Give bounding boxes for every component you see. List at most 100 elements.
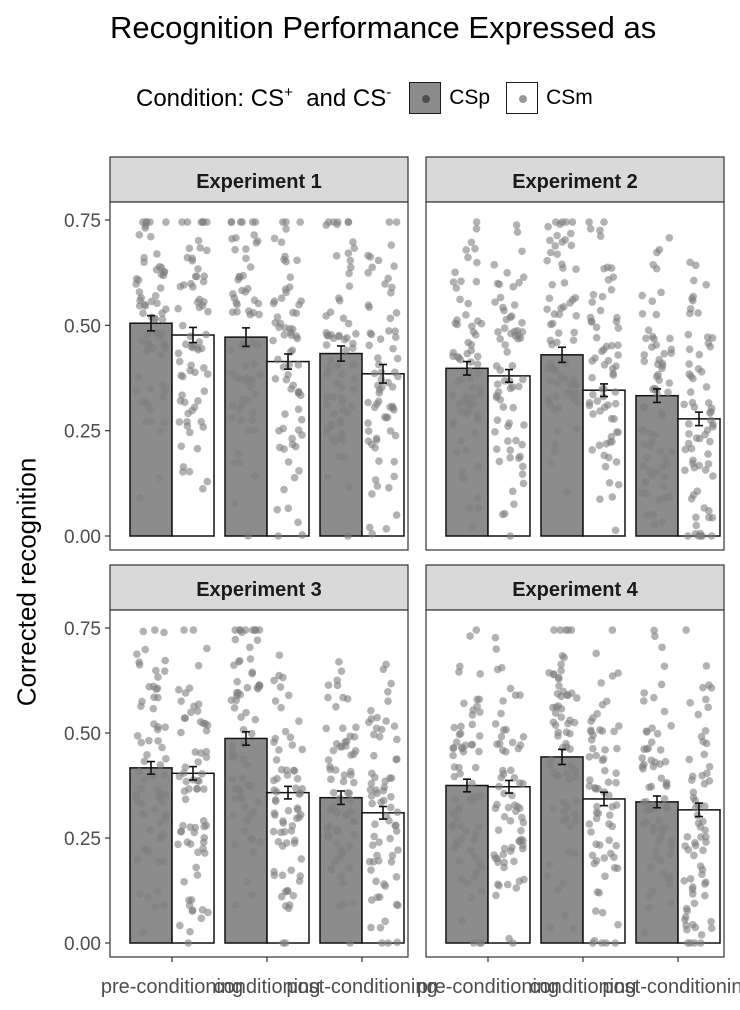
data-point: [324, 474, 332, 482]
data-point: [134, 732, 142, 740]
data-point: [282, 888, 290, 896]
data-point: [180, 878, 188, 886]
data-point: [648, 472, 656, 480]
data-point: [153, 299, 161, 307]
data-point: [245, 396, 253, 404]
data-point: [588, 374, 596, 382]
data-point: [476, 732, 484, 740]
data-point: [228, 235, 236, 243]
data-point: [333, 362, 341, 370]
data-point: [504, 881, 512, 889]
data-point: [256, 371, 264, 379]
data-point: [140, 254, 148, 262]
data-point: [371, 370, 379, 378]
data-point: [271, 235, 279, 243]
data-point: [512, 691, 520, 699]
data-point: [503, 269, 511, 277]
data-point: [364, 419, 372, 427]
data-point: [562, 815, 570, 823]
data-point: [136, 302, 144, 310]
data-point: [181, 787, 189, 795]
data-point: [381, 918, 389, 926]
data-point: [683, 926, 691, 934]
data-point: [555, 404, 563, 412]
data-point: [686, 258, 694, 266]
data-point: [239, 774, 247, 782]
data-point: [690, 277, 698, 285]
data-point: [155, 793, 163, 801]
data-point: [380, 797, 388, 805]
data-point: [393, 873, 401, 881]
data-point: [572, 390, 580, 398]
data-point: [548, 281, 556, 289]
data-point: [571, 719, 579, 727]
data-point: [473, 703, 481, 711]
data-point: [228, 218, 236, 226]
data-point: [273, 756, 281, 764]
data-point: [469, 394, 477, 402]
data-point: [561, 375, 569, 383]
data-point: [601, 854, 609, 862]
data-point: [475, 823, 483, 831]
data-point: [499, 697, 507, 705]
data-point: [391, 722, 399, 730]
data-point: [639, 310, 647, 318]
data-point: [237, 417, 245, 425]
data-point: [342, 347, 350, 355]
data-point: [560, 303, 568, 311]
data-point: [566, 776, 574, 784]
data-point: [610, 273, 618, 281]
data-point: [203, 247, 211, 255]
data-point: [345, 270, 353, 278]
data-point: [249, 218, 257, 226]
data-point: [602, 463, 610, 471]
data-point: [242, 245, 250, 253]
data-point: [652, 311, 660, 319]
data-point: [686, 345, 694, 353]
data-point: [394, 846, 402, 854]
data-point: [457, 730, 465, 738]
data-point: [288, 435, 296, 443]
data-point: [615, 481, 623, 489]
data-point: [291, 474, 299, 482]
data-point: [345, 218, 353, 226]
y-tick-label: 0.75: [64, 211, 101, 232]
data-point: [228, 370, 236, 378]
data-point: [176, 418, 184, 426]
data-point: [658, 824, 666, 832]
data-point: [593, 815, 601, 823]
data-point: [701, 780, 709, 788]
data-point: [276, 444, 284, 452]
data-point: [281, 331, 289, 339]
data-point: [612, 400, 620, 408]
data-point: [371, 820, 379, 828]
data-point: [519, 470, 527, 478]
data-point: [269, 337, 277, 345]
data-point: [154, 673, 162, 681]
data-point: [457, 723, 465, 731]
data-point: [457, 437, 465, 445]
data-point: [200, 298, 208, 306]
data-point: [346, 864, 354, 872]
data-point: [614, 341, 622, 349]
data-point: [706, 763, 714, 771]
data-point: [657, 746, 665, 754]
data-point: [463, 447, 471, 455]
data-point: [323, 429, 331, 437]
data-point: [295, 717, 303, 725]
facet-title: Experiment 1: [196, 171, 322, 193]
data-point: [332, 703, 340, 711]
data-point: [699, 818, 707, 826]
data-point: [640, 799, 648, 807]
data-point: [296, 877, 304, 885]
data-point: [161, 667, 169, 675]
data-point: [689, 375, 697, 383]
data-point: [204, 308, 212, 316]
data-point: [325, 364, 333, 372]
data-point: [346, 842, 354, 850]
data-point: [147, 406, 155, 414]
data-point: [641, 403, 649, 411]
data-point: [150, 705, 158, 713]
data-point: [325, 218, 333, 226]
